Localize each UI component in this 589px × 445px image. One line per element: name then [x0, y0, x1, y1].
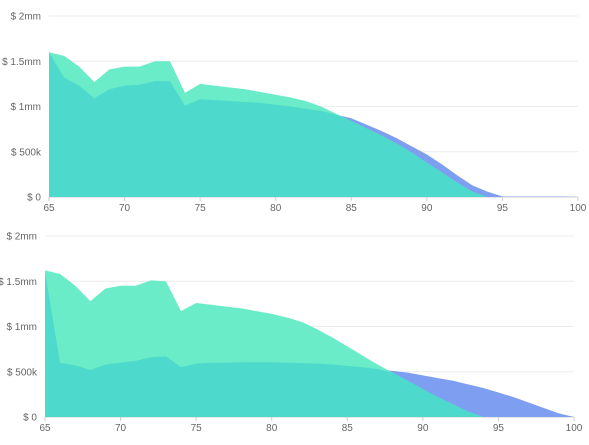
y-tick-label: $ 0: [23, 413, 37, 424]
area-series-2: [49, 52, 488, 198]
chart-top: $ 0 $ 500k $ 1mm $ 1.5mm $ 2mm 65 70 75 80 85 90 95…: [2, 12, 587, 215]
x-tick-label: 80: [270, 203, 282, 214]
x-tick-label: 80: [266, 423, 278, 434]
x-tick-label: 75: [191, 423, 203, 434]
x-tick-label: 65: [43, 203, 55, 214]
x-tick-label: 70: [119, 203, 131, 214]
x-tick-label: 65: [39, 423, 51, 434]
x-tick-label: 75: [195, 203, 207, 214]
y-tick-label: $ 1mm: [6, 322, 37, 333]
x-tick-label: 100: [566, 423, 583, 434]
x-tick-label: 95: [493, 423, 505, 434]
y-tick-label: $ 500k: [7, 367, 38, 378]
y-tick-label: $ 1.5mm: [2, 57, 41, 68]
x-tick-label: 90: [421, 203, 433, 214]
y-tick-label: $ 1mm: [10, 102, 41, 113]
y-tick-label: $ 500k: [11, 147, 42, 158]
x-tick-label: 100: [570, 203, 587, 214]
y-tick-label: $ 0: [27, 193, 41, 204]
chart-bottom: $ 0 $ 500k $ 1mm $ 1.5mm $ 2mm 65 70 75 80 85 90 95…: [0, 232, 583, 435]
x-tick-label: 90: [417, 423, 429, 434]
x-tick-label: 85: [346, 203, 358, 214]
y-tick-label: $ 2mm: [6, 232, 37, 243]
y-tick-label: $ 1.5mm: [0, 277, 37, 288]
x-tick-label: 95: [497, 203, 509, 214]
x-tick-label: 70: [115, 423, 127, 434]
area-series-2: [45, 272, 484, 417]
y-tick-label: $ 2mm: [10, 12, 41, 23]
x-tick-label: 85: [342, 423, 354, 434]
